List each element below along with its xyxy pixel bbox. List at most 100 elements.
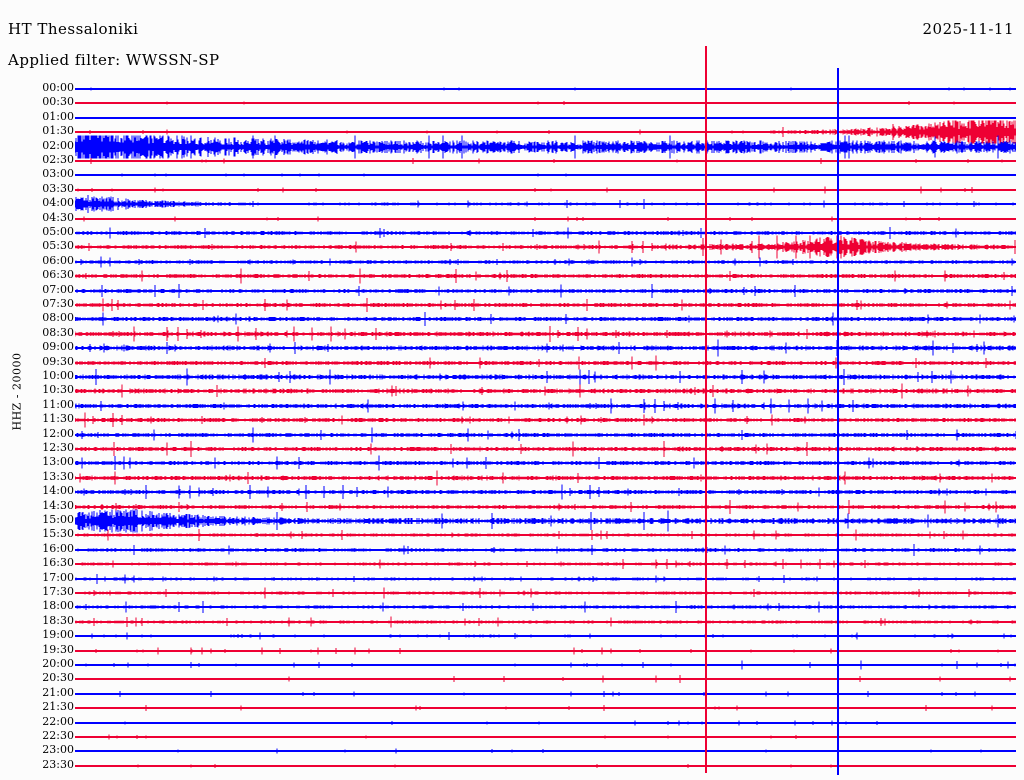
trace-row: 02:30 (0, 154, 1024, 174)
seismic-trace (75, 595, 1016, 619)
trace-row: 06:30 (0, 268, 1024, 289)
trace-row: 08:30 (0, 325, 1024, 347)
seismic-trace (75, 106, 1016, 130)
seismic-trace (75, 639, 1016, 663)
trace-row: 10:00 (0, 368, 1024, 390)
seismic-trace (75, 408, 1016, 432)
seismic-trace (75, 423, 1016, 447)
row-time-label: 11:30 (42, 412, 74, 426)
trace-row: 09:00 (0, 339, 1024, 361)
trace-row: 05:30 (0, 235, 1024, 260)
seismic-trace (75, 365, 1016, 389)
seismic-trace (75, 437, 1016, 461)
row-time-label: 19:00 (42, 628, 74, 642)
row-time-label: 05:00 (42, 225, 74, 238)
seismic-trace (75, 451, 1016, 475)
station-title: HT Thessaloniki (8, 20, 139, 38)
row-time-label: 09:30 (42, 354, 74, 368)
trace-row: 00:00 (0, 82, 1024, 102)
row-time-label: 06:00 (42, 253, 74, 267)
trace-row: 18:00 (0, 600, 1024, 620)
trace-rows: 00:00 00:30 01:00 01:30 02:00 02:30 03:00 03:30… (0, 78, 1024, 778)
row-time-label: 00:00 (42, 81, 74, 94)
red-time-marker[interactable] (704, 46, 707, 773)
row-time-label: 14:00 (42, 484, 74, 498)
row-time-label: 02:00 (42, 138, 74, 152)
seismic-trace (75, 509, 1016, 533)
trace-row: 03:00 (0, 168, 1024, 188)
seismic-trace (75, 379, 1016, 403)
row-time-label: 16:00 (42, 541, 74, 555)
seismic-trace (75, 538, 1016, 562)
row-time-label: 21:00 (42, 685, 74, 699)
trace-row: 14:00 (0, 485, 1024, 505)
row-time-label: 17:00 (42, 570, 74, 584)
row-time-label: 04:00 (42, 196, 74, 210)
seismic-trace (75, 91, 1016, 115)
date-label: 2025-11-11 (922, 20, 1014, 38)
row-time-label: 22:00 (42, 714, 74, 728)
seismic-trace (75, 264, 1016, 288)
row-time-label: 19:30 (42, 642, 74, 656)
blue-time-marker[interactable] (837, 68, 840, 775)
row-time-label: 22:30 (42, 729, 74, 742)
trace-row: 16:00 (0, 542, 1024, 563)
seismic-trace (75, 624, 1016, 648)
seismic-trace (75, 567, 1016, 591)
row-time-label: 12:00 (42, 426, 74, 440)
row-time-label: 20:30 (42, 671, 74, 685)
row-time-label: 18:30 (42, 613, 74, 627)
seismic-trace (75, 523, 1016, 547)
row-time-label: 03:30 (42, 181, 74, 195)
seismic-trace (75, 149, 1016, 173)
row-time-label: 17:30 (42, 585, 74, 598)
row-time-label: 09:00 (42, 340, 74, 354)
seismic-trace (75, 221, 1016, 245)
trace-row: 12:00 (0, 427, 1024, 448)
seismic-trace (75, 682, 1016, 706)
seismic-trace (75, 552, 1016, 576)
trace-row: 04:00 (0, 195, 1024, 217)
row-time-label: 18:00 (42, 599, 74, 613)
trace-row: 16:30 (0, 557, 1024, 577)
seismic-trace (75, 351, 1016, 375)
trace-row: 19:00 (0, 629, 1024, 649)
trace-row: 13:00 (0, 456, 1024, 476)
trace-row: 20:00 (0, 658, 1024, 678)
trace-row: 00:30 (0, 96, 1024, 116)
trace-row: 01:30 (0, 120, 1024, 145)
row-time-label: 05:30 (42, 239, 74, 253)
trace-row: 10:30 (0, 384, 1024, 404)
seismic-trace (75, 480, 1016, 504)
row-time-label: 10:30 (42, 383, 74, 397)
seismic-trace (75, 466, 1016, 490)
trace-row: 21:30 (0, 701, 1024, 721)
seismic-trace (75, 322, 1016, 346)
trace-row: 14:30 (0, 499, 1024, 520)
seismic-trace (75, 725, 1016, 749)
row-time-label: 07:30 (42, 297, 74, 310)
seismic-trace (75, 495, 1016, 519)
seismic-trace (75, 178, 1016, 202)
trace-row: 04:30 (0, 211, 1024, 232)
seismic-trace (75, 77, 1016, 101)
row-time-label: 14:30 (42, 498, 74, 512)
trace-row: 23:30 (0, 758, 1024, 779)
seismic-trace (75, 739, 1016, 763)
trace-row: 11:00 (0, 398, 1024, 419)
row-time-label: 23:30 (42, 757, 74, 771)
trace-row: 07:00 (0, 283, 1024, 304)
seismic-trace (75, 696, 1016, 720)
row-time-label: 01:00 (42, 109, 74, 123)
trace-row: 06:00 (0, 254, 1024, 275)
row-time-label: 08:30 (42, 325, 74, 339)
seismic-trace (75, 207, 1016, 231)
trace-row: 08:00 (0, 312, 1024, 332)
row-time-label: 08:00 (42, 311, 74, 325)
seismic-trace (75, 711, 1016, 735)
trace-row: 19:30 (0, 643, 1024, 664)
trace-row: 22:00 (0, 715, 1024, 736)
trace-row: 11:30 (0, 413, 1024, 433)
row-time-label: 15:30 (42, 527, 74, 541)
